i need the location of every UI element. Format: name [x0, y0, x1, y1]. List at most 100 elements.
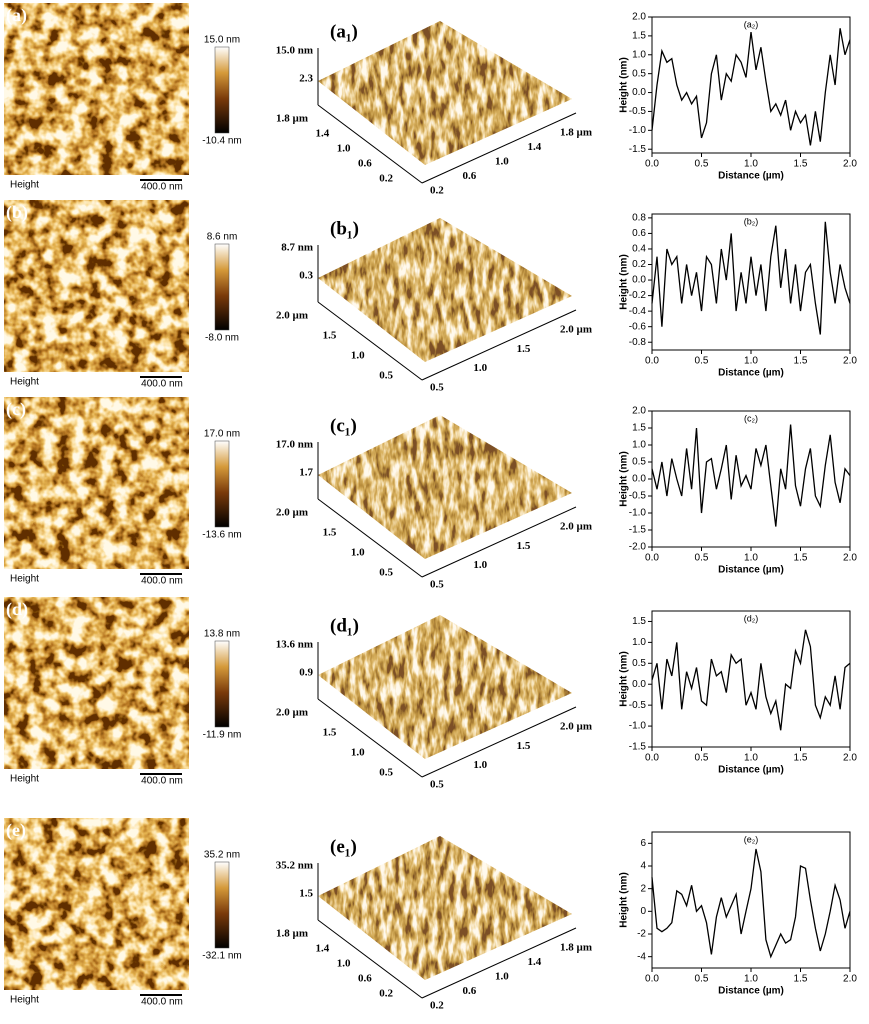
- y-tick-label: -1.5: [629, 144, 647, 155]
- x-tick-label: 1.0: [744, 974, 758, 985]
- afm-image: [4, 200, 189, 372]
- y-tick-label: 0.4: [632, 244, 646, 255]
- y-tick-label: 1.0: [632, 49, 646, 60]
- colorbar-min: -10.4 nm: [202, 136, 241, 147]
- right-tick-label: 2.0 µm: [560, 721, 592, 733]
- right-axis: [421, 506, 577, 578]
- colorbar-min: -13.6 nm: [202, 530, 241, 541]
- right-tick-label: 2.0 µm: [560, 324, 592, 336]
- right-tick-label: 1.0: [473, 362, 487, 374]
- y-tick-label: 1.5: [632, 31, 646, 42]
- x-tick-label: 1.5: [794, 553, 808, 564]
- x-tick-label: 0.5: [695, 356, 709, 367]
- y-tick-label: 0.6: [632, 228, 646, 239]
- right-tick-label: 1.8 µm: [560, 942, 592, 954]
- right-tick-label: 1.0: [495, 971, 509, 983]
- y-tick-label: -0.8: [629, 337, 647, 348]
- chart-title: (b₂): [744, 216, 759, 226]
- y-tick-label: 0.8: [632, 213, 646, 224]
- y-tick-label: 1.5: [632, 616, 646, 627]
- left-tick-label: 1.8 µm: [276, 928, 308, 940]
- x-tick-label: 0.5: [695, 753, 709, 764]
- left-tick-label: 1.0: [351, 350, 365, 362]
- y-tick-label: 0.0: [632, 474, 646, 485]
- x-tick-label: 1.5: [794, 159, 808, 170]
- right-tick-label: 1.0: [495, 156, 509, 168]
- x-tick-label: 0.5: [695, 159, 709, 170]
- afm-image: [4, 818, 189, 990]
- y-tick-label: -0.6: [629, 321, 647, 332]
- x-tick-label: 2.0: [843, 159, 857, 170]
- right-tick-label: 0.2: [430, 185, 444, 197]
- y-tick-label: -4: [637, 951, 646, 962]
- y-tick-label: 1.0: [632, 637, 646, 648]
- left-tick-label: 1.0: [351, 547, 365, 559]
- x-axis-label: Distance (µm): [718, 765, 784, 776]
- right-tick-label: 1.5: [517, 540, 531, 552]
- right-tick-label: 1.4: [528, 956, 542, 968]
- panel-label: (d): [6, 599, 28, 620]
- right-tick-label: 1.0: [473, 759, 487, 771]
- height-label: Height: [10, 574, 39, 585]
- scale-bar-label: 400.0 nm: [141, 576, 183, 587]
- x-tick-label: 2.0: [843, 356, 857, 367]
- y-tick-label: 0.5: [632, 457, 646, 468]
- y-tick-label: -0.5: [629, 106, 647, 117]
- left-tick-label: 2.0 µm: [276, 707, 308, 719]
- right-axis: [421, 706, 577, 778]
- z-label: 0.9: [299, 667, 313, 679]
- left-tick-label: 0.5: [379, 370, 393, 382]
- y-tick-label: 6: [640, 838, 646, 849]
- panel-label: (c): [6, 399, 26, 420]
- y-tick-label: 2.0: [632, 12, 646, 23]
- profile-line: [651, 28, 851, 146]
- right-axis: [421, 112, 577, 184]
- colorbar: [214, 440, 230, 528]
- left-tick-label: 2.0 µm: [276, 507, 308, 519]
- y-tick-label: -1.5: [629, 525, 647, 536]
- height-label: Height: [10, 180, 39, 191]
- right-tick-label: 0.2: [430, 1000, 444, 1012]
- colorbar: [214, 861, 230, 949]
- left-axis: [317, 919, 423, 999]
- right-tick-label: 2.0 µm: [560, 521, 592, 533]
- z-label: 13.6 nm: [276, 639, 313, 651]
- height-label: Height: [10, 995, 39, 1006]
- left-tick-label: 0.6: [358, 158, 372, 170]
- height-label: Height: [10, 774, 39, 785]
- height-label: Height: [10, 377, 39, 388]
- left-tick-label: 2.0 µm: [276, 310, 308, 322]
- left-tick-label: 1.5: [323, 727, 337, 739]
- surface-label: (b₁): [330, 218, 359, 239]
- z-label: 1.5: [299, 888, 313, 900]
- right-tick-label: 1.5: [517, 343, 531, 355]
- colorbar-max: 13.8 nm: [204, 629, 240, 640]
- y-tick-label: 4: [640, 861, 646, 872]
- x-axis-label: Distance (µm): [718, 565, 784, 576]
- left-tick-label: 0.2: [379, 173, 393, 185]
- z-label: 8.7 nm: [281, 242, 313, 254]
- x-tick-label: 0.0: [645, 356, 659, 367]
- left-tick-label: 1.5: [323, 527, 337, 539]
- colorbar-min: -32.1 nm: [202, 951, 241, 962]
- right-tick-label: 0.5: [430, 779, 444, 791]
- y-tick-label: -2.0: [629, 542, 647, 553]
- y-tick-label: -1.5: [629, 742, 647, 753]
- x-tick-label: 1.0: [744, 356, 758, 367]
- scale-bar-label: 400.0 nm: [141, 997, 183, 1008]
- right-tick-label: 0.5: [430, 579, 444, 591]
- x-tick-label: 1.0: [744, 753, 758, 764]
- left-tick-label: 1.0: [351, 747, 365, 759]
- y-tick-label: -2: [637, 929, 646, 940]
- y-tick-label: 2: [640, 883, 646, 894]
- left-tick-label: 0.5: [379, 567, 393, 579]
- x-tick-label: 0.0: [645, 753, 659, 764]
- y-axis-label: Height (nm): [619, 254, 630, 310]
- x-tick-label: 0.5: [695, 974, 709, 985]
- y-axis-label: Height (nm): [619, 872, 630, 928]
- z-label: 17.0 nm: [276, 439, 313, 451]
- y-tick-label: -1.0: [629, 125, 647, 136]
- x-tick-label: 0.0: [645, 553, 659, 564]
- x-tick-label: 0.0: [645, 974, 659, 985]
